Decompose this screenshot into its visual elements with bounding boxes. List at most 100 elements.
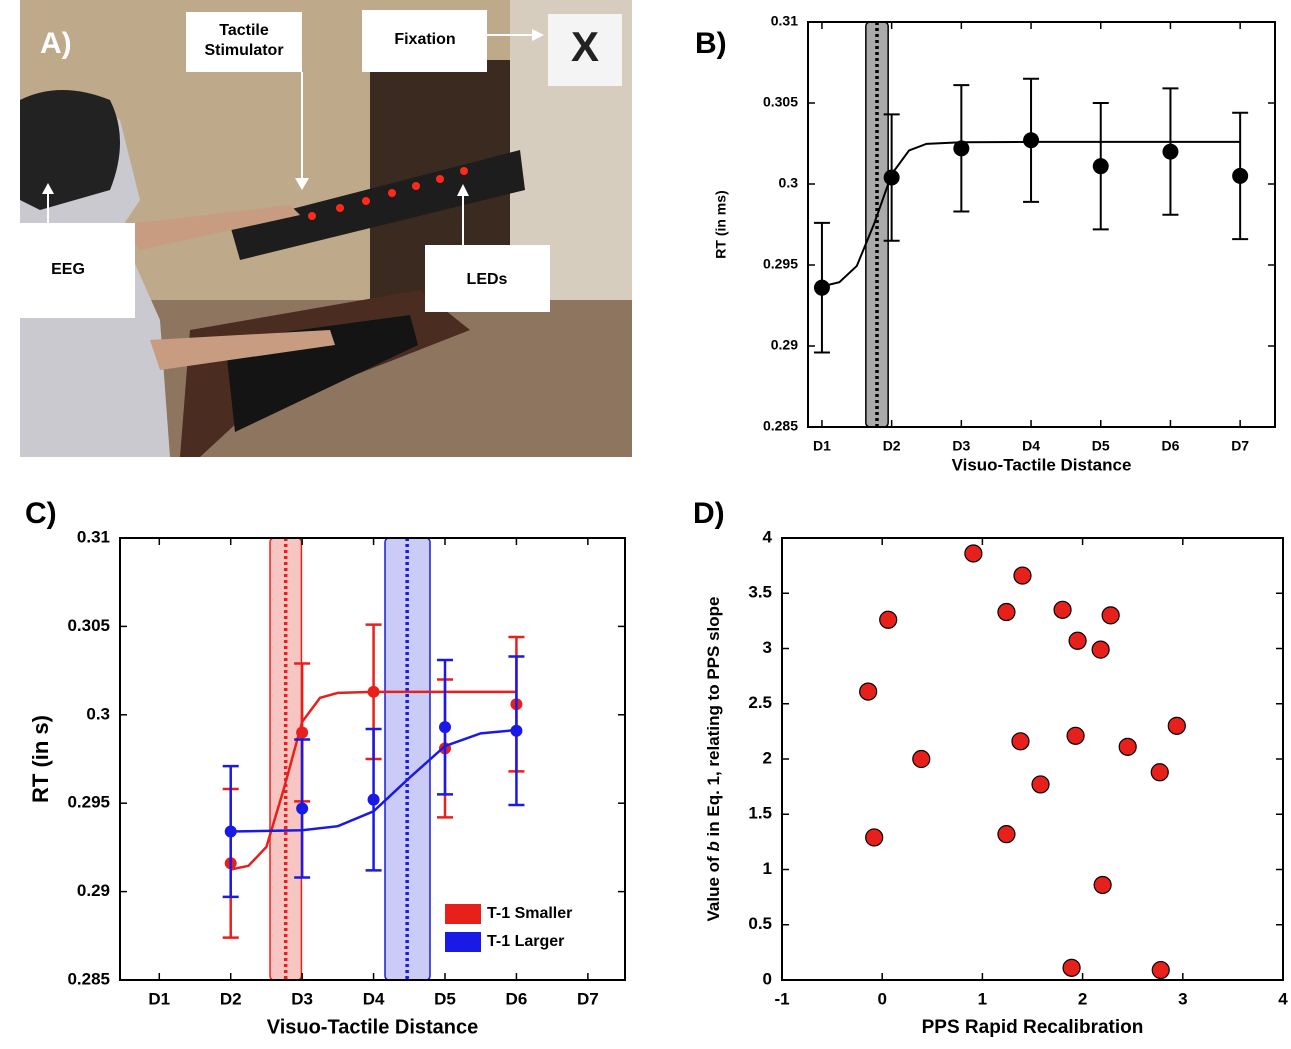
- fixation-mark: X: [571, 23, 599, 70]
- y-tick-label: 0.3: [86, 704, 110, 723]
- x-tick-label: D4: [363, 989, 385, 1008]
- x-tick-label: D6: [506, 989, 528, 1008]
- led: [412, 182, 420, 190]
- data-point: [859, 682, 878, 701]
- data-point: [1093, 875, 1112, 895]
- x-tick-label: 4: [1278, 989, 1288, 1008]
- arrow-head: [295, 178, 309, 190]
- x-tick-label: D7: [577, 989, 599, 1008]
- y-tick-label: 0.285: [67, 969, 110, 988]
- data-point: [953, 140, 970, 157]
- data-point: [813, 279, 830, 296]
- x-tick-label: D1: [148, 989, 170, 1008]
- fixation-sheet: [548, 14, 622, 86]
- arrow-head: [42, 183, 54, 194]
- y-tick-label: 4: [763, 527, 773, 546]
- led: [460, 167, 468, 175]
- y-axis-label: RT (in ms): [713, 190, 729, 258]
- fit-curve: [230, 690, 517, 871]
- x-tick-label: D4: [1022, 438, 1040, 454]
- data-point: [1150, 763, 1169, 782]
- data-point: [1151, 960, 1170, 980]
- axes-box: [781, 537, 1284, 981]
- x-tick-label: D7: [1231, 438, 1249, 454]
- legend-swatch: [445, 932, 481, 952]
- x-tick-label: 1: [978, 989, 987, 1008]
- photo-led-bar: [230, 150, 525, 260]
- data-point: [1023, 132, 1040, 149]
- data-point: [296, 802, 309, 815]
- y-tick-label: 0.3: [779, 175, 799, 191]
- x-tick-label: D1: [813, 438, 831, 454]
- y-tick-label: 0.29: [771, 337, 798, 353]
- y-tick-label: 2.5: [748, 693, 772, 712]
- data-point: [1092, 158, 1109, 175]
- y-tick-label: 0.31: [77, 527, 110, 546]
- panel-label: A): [40, 27, 72, 60]
- y-axis-label: Value of b in Eq. 1, relating to PPS slo…: [704, 597, 723, 922]
- x-tick-label: D2: [220, 989, 242, 1008]
- data-point: [1091, 640, 1110, 659]
- photo-label: LEDs: [467, 271, 508, 288]
- y-tick-label: 0.5: [748, 914, 772, 933]
- arrow-head: [532, 29, 544, 41]
- label-box: [186, 12, 302, 72]
- axes-box: [119, 537, 626, 981]
- x-tick-label: D3: [291, 989, 313, 1008]
- legend-swatch: [445, 904, 481, 924]
- data-point: [1118, 737, 1137, 756]
- data-point: [912, 749, 931, 769]
- data-point: [1031, 775, 1050, 794]
- data-point: [1068, 631, 1087, 650]
- data-point: [296, 726, 309, 739]
- data-point: [1101, 606, 1120, 625]
- x-tick-label: 2: [1078, 989, 1087, 1008]
- photo-label: Fixation: [394, 31, 455, 48]
- data-point: [964, 544, 983, 563]
- legend-label: T-1 Smaller: [487, 905, 572, 922]
- data-point: [367, 793, 380, 806]
- y-tick-label: 2: [763, 748, 772, 767]
- x-tick-label: D2: [883, 438, 901, 454]
- y-tick-label: 0.295: [763, 256, 798, 272]
- led: [308, 212, 316, 220]
- data-point: [1013, 566, 1032, 585]
- y-axis-label-part: b: [704, 841, 723, 851]
- data-point: [1167, 716, 1186, 735]
- data-point: [367, 685, 380, 698]
- data-point: [1011, 732, 1030, 751]
- panel-label: D): [693, 497, 725, 530]
- fit-curve: [821, 140, 1241, 288]
- x-axis-label: PPS Rapid Recalibration: [922, 1017, 1144, 1038]
- data-point: [997, 825, 1016, 844]
- data-point: [997, 602, 1016, 622]
- legend-label: T-1 Larger: [487, 933, 564, 950]
- led: [362, 197, 370, 205]
- y-tick-label: 1: [763, 859, 772, 878]
- y-tick-label: 0.295: [67, 793, 110, 812]
- y-axis-label-part: Value of: [704, 852, 723, 922]
- x-tick-label: D5: [1092, 438, 1110, 454]
- x-tick-label: 3: [1178, 989, 1187, 1008]
- led: [436, 175, 444, 183]
- data-point: [865, 828, 884, 847]
- label-box: [362, 10, 487, 72]
- x-tick-label: D6: [1161, 438, 1179, 454]
- label-box: [20, 223, 135, 318]
- data-point: [883, 169, 900, 186]
- y-tick-label: 0.305: [67, 616, 110, 635]
- x-tick-label: D3: [952, 438, 970, 454]
- label-box: [425, 245, 550, 312]
- panel-label: C): [25, 497, 57, 530]
- y-tick-label: 0.29: [77, 881, 110, 900]
- panel-label: B): [695, 27, 727, 60]
- led: [388, 189, 396, 197]
- y-tick-label: 0.285: [763, 418, 798, 434]
- photo-label: Tactile: [219, 22, 269, 39]
- photo-arm: [150, 330, 335, 370]
- photo-leds: [308, 167, 468, 220]
- y-tick-label: 0.31: [771, 13, 798, 29]
- y-tick-label: 0: [763, 969, 772, 988]
- y-tick-label: 1.5: [748, 804, 772, 823]
